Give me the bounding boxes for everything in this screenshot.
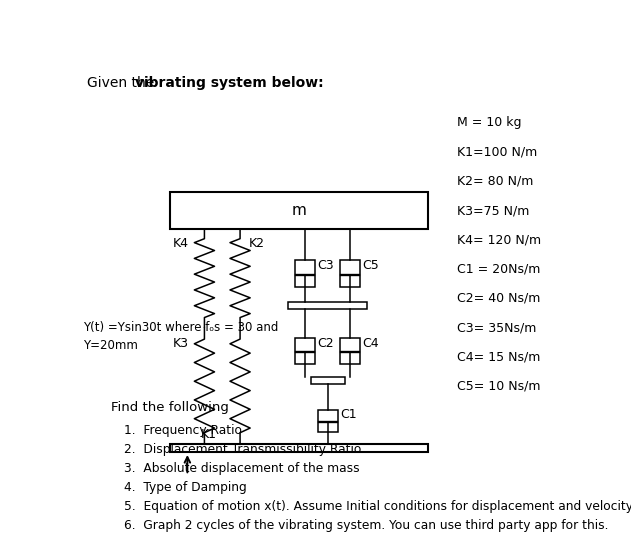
Bar — [295, 338, 316, 364]
Text: K1: K1 — [201, 429, 217, 441]
Text: M = 10 kg: M = 10 kg — [457, 117, 522, 129]
Text: 6.  Graph 2 cycles of the vibrating system. You can use third party app for this: 6. Graph 2 cycles of the vibrating syste… — [124, 519, 608, 532]
Text: Y=20mm: Y=20mm — [83, 340, 138, 352]
Text: 4.  Type of Damping: 4. Type of Damping — [124, 481, 247, 494]
Text: C4= 15 Ns/m: C4= 15 Ns/m — [457, 351, 540, 363]
Text: K2= 80 N/m: K2= 80 N/m — [457, 175, 533, 188]
Bar — [288, 302, 367, 309]
Text: Y(t) =Ysin30t where fₒs = 30 and: Y(t) =Ysin30t where fₒs = 30 and — [83, 321, 279, 334]
Text: C1 = 20Ns/m: C1 = 20Ns/m — [457, 263, 540, 276]
Text: K3: K3 — [173, 337, 189, 351]
Bar — [295, 259, 316, 288]
Bar — [310, 378, 345, 384]
Text: vibrating system below:: vibrating system below: — [134, 76, 323, 90]
Text: C3: C3 — [317, 259, 334, 272]
Bar — [317, 410, 338, 432]
Text: C5: C5 — [363, 259, 379, 272]
Text: Find the following: Find the following — [112, 401, 229, 414]
Text: C2: C2 — [317, 337, 334, 349]
Bar — [340, 338, 360, 364]
Text: C1: C1 — [340, 408, 357, 421]
Bar — [340, 259, 360, 288]
Text: C4: C4 — [363, 337, 379, 349]
Bar — [170, 192, 428, 229]
Text: K1=100 N/m: K1=100 N/m — [457, 145, 538, 159]
Text: 1.  Frequency Ratio: 1. Frequency Ratio — [124, 424, 242, 437]
Text: 2.  Displacement Transmissibility Ratio: 2. Displacement Transmissibility Ratio — [124, 444, 361, 456]
Text: K4= 120 N/m: K4= 120 N/m — [457, 233, 541, 247]
Text: C3= 35Ns/m: C3= 35Ns/m — [457, 321, 536, 334]
Text: 3.  Absolute displacement of the mass: 3. Absolute displacement of the mass — [124, 462, 360, 475]
Text: m: m — [292, 203, 307, 218]
Text: C5= 10 Ns/m: C5= 10 Ns/m — [457, 380, 541, 393]
Bar — [170, 445, 428, 452]
Text: 5.  Equation of motion x(t). Assume Initial conditions for displacement and velo: 5. Equation of motion x(t). Assume Initi… — [124, 500, 631, 513]
Text: Given the: Given the — [86, 76, 158, 90]
Text: K2: K2 — [249, 237, 265, 251]
Text: K4: K4 — [173, 237, 189, 251]
Text: K3=75 N/m: K3=75 N/m — [457, 204, 529, 217]
Text: C2= 40 Ns/m: C2= 40 Ns/m — [457, 292, 540, 305]
